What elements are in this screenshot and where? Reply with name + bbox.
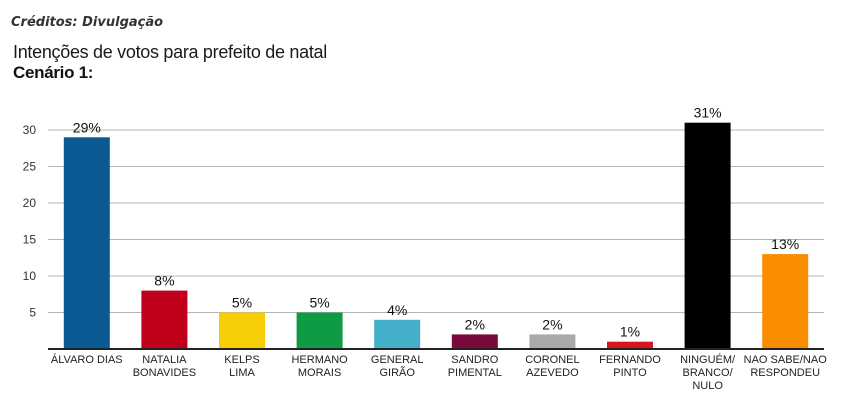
value-label-8: 31%	[694, 105, 722, 121]
y-tick-label: 20	[23, 196, 37, 210]
bar-4	[374, 319, 421, 349]
category-label-2: LIMA	[229, 367, 255, 379]
credits-text: Créditos: Divulgação	[11, 15, 164, 30]
value-label-2: 5%	[232, 295, 252, 311]
value-labels: 29% 8% 5% 5% 4% 2% 2% 1% 31% 13%	[73, 105, 799, 340]
category-label-6: AZEVEDO	[526, 367, 579, 379]
value-label-3: 5%	[309, 295, 329, 311]
y-tick-label: 10	[23, 269, 37, 283]
category-label-3: MORAIS	[298, 367, 341, 379]
bar-6	[529, 334, 576, 349]
category-label-1: NATALIA	[142, 354, 187, 366]
category-label-3: HERMANO	[291, 354, 348, 366]
bar-2	[219, 312, 265, 349]
chart-subtitle: Cenário 1:	[13, 63, 94, 82]
category-label-9: NAO SABE/NAO	[744, 354, 828, 366]
category-label-6: CORONEL	[525, 354, 579, 366]
bar-8	[684, 122, 731, 349]
bar-0	[63, 137, 110, 349]
category-label-8: BRANCO/	[683, 367, 734, 379]
bar-3	[296, 312, 343, 349]
bar-1	[141, 290, 188, 349]
value-label-6: 2%	[542, 316, 562, 332]
category-label-8: NINGUÉM/	[680, 353, 736, 366]
y-tick-label: 5	[29, 306, 36, 320]
y-tick-label: 25	[23, 160, 37, 174]
category-label-2: KELPS	[224, 354, 259, 366]
y-axis-ticks: 5 10 15 20 25 30	[23, 123, 37, 320]
category-label-0: ÁLVARO DIAS	[51, 353, 123, 366]
category-label-7: FERNANDO	[599, 354, 661, 366]
category-label-4: GENERAL	[371, 354, 424, 366]
value-label-4: 4%	[387, 302, 407, 318]
category-label-9: RESPONDEU	[750, 367, 820, 379]
category-label-1: BONAVIDES	[133, 367, 196, 379]
category-label-7: PINTO	[613, 367, 647, 379]
bar-5	[451, 334, 498, 349]
bar-9	[762, 254, 809, 349]
y-tick-label: 15	[23, 233, 37, 247]
category-label-4: GIRÃO	[379, 366, 415, 379]
y-tick-label: 30	[23, 123, 37, 137]
bar-7	[607, 341, 653, 349]
category-label-5: PIMENTAL	[448, 367, 502, 379]
value-label-1: 8%	[154, 273, 174, 289]
category-label-5: SANDRO	[451, 354, 499, 366]
category-label-8: NULO	[692, 380, 723, 392]
value-label-5: 2%	[465, 316, 485, 332]
value-label-9: 13%	[771, 236, 799, 252]
value-label-0: 29%	[73, 119, 101, 135]
chart-title: Intenções de votos para prefeito de nata…	[13, 42, 327, 62]
bars	[63, 122, 809, 349]
value-label-7: 1%	[620, 324, 640, 340]
